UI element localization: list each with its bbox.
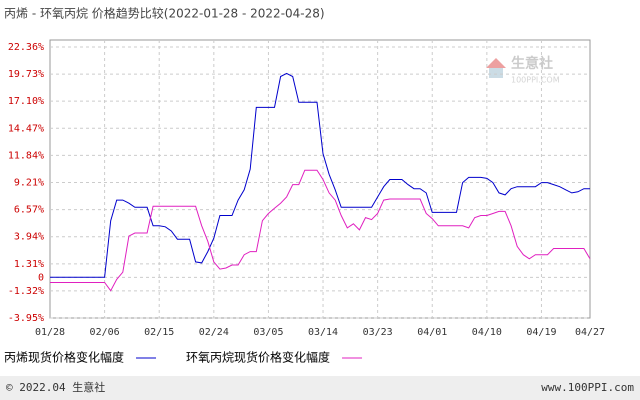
- line-series: [50, 169, 591, 292]
- chart-title: 丙烯 - 环氧丙烷 价格趋势比较(2022-01-28 - 2022-04-28…: [4, 6, 325, 21]
- y-tick-label: 1.31%: [14, 259, 44, 270]
- y-tick-label: 22.36%: [8, 42, 44, 53]
- x-tick-label: 04/19: [526, 327, 556, 338]
- watermark-site: 100PPI.COM: [511, 76, 560, 85]
- y-tick-label: 3.94%: [14, 232, 44, 243]
- watermark-brand: 生意社: [511, 55, 553, 72]
- watermark: 生意社 100PPI.COM: [486, 55, 560, 85]
- x-tick-label: 03/14: [308, 327, 338, 338]
- line-series: [50, 72, 590, 278]
- x-tick-label: 04/01: [417, 327, 447, 338]
- y-tick-label: -1.32%: [8, 286, 44, 297]
- y-tick-label: -3.95%: [8, 313, 44, 324]
- x-tick-label: 03/05: [253, 327, 283, 338]
- x-tick-label: 02/06: [90, 327, 120, 338]
- y-tick-label: 6.57%: [14, 205, 44, 216]
- legend-label: 环氧丙烷现货价格变化幅度: [186, 350, 330, 365]
- y-tick-label: 14.47%: [8, 123, 44, 134]
- footer-left: © 2022.04 生意社: [6, 380, 105, 394]
- footer-bar: [0, 376, 640, 400]
- y-tick-label: 11.84%: [8, 150, 44, 161]
- y-tick-label: 9.21%: [14, 177, 44, 188]
- x-tick-label: 02/15: [144, 327, 174, 338]
- y-tick-label: 19.73%: [8, 69, 44, 80]
- x-tick-label: 04/10: [472, 327, 502, 338]
- y-tick-label: 0: [38, 272, 44, 283]
- x-tick-label: 04/27: [575, 327, 605, 338]
- footer-right: www.100PPI.com: [541, 381, 634, 394]
- legend-label: 丙烯现货价格变化幅度: [4, 350, 124, 365]
- y-tick-label: 17.10%: [8, 96, 44, 107]
- plot-border: [49, 39, 591, 319]
- x-tick-label: 01/28: [35, 327, 65, 338]
- x-tick-label: 02/24: [199, 327, 229, 338]
- x-tick-label: 03/23: [363, 327, 393, 338]
